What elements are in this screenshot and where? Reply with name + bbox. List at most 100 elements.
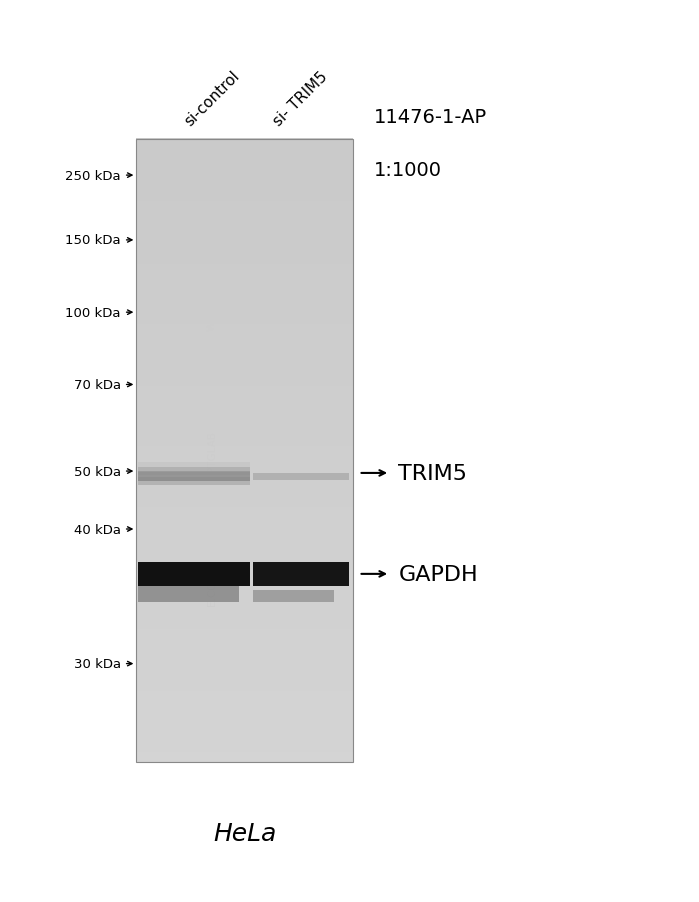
Bar bbox=[136, 345, 353, 347]
Bar bbox=[136, 712, 353, 714]
Bar bbox=[136, 566, 353, 569]
Bar bbox=[136, 394, 353, 397]
Bar bbox=[136, 680, 353, 684]
Bar bbox=[136, 415, 353, 418]
Bar bbox=[136, 641, 353, 644]
Bar bbox=[136, 193, 353, 196]
Bar bbox=[136, 643, 353, 646]
Bar bbox=[136, 373, 353, 376]
Text: 1:1000: 1:1000 bbox=[374, 161, 442, 179]
Bar bbox=[136, 357, 353, 360]
Bar bbox=[136, 363, 353, 366]
Bar bbox=[136, 217, 353, 221]
Bar bbox=[136, 603, 353, 606]
Bar bbox=[136, 456, 353, 459]
Bar bbox=[136, 750, 353, 754]
Bar bbox=[136, 664, 353, 667]
Bar bbox=[136, 576, 353, 580]
Bar bbox=[136, 500, 353, 503]
Bar bbox=[136, 704, 353, 706]
Bar bbox=[136, 591, 353, 594]
Bar bbox=[136, 332, 353, 335]
Bar bbox=[136, 303, 353, 306]
Bar bbox=[136, 570, 353, 574]
Bar bbox=[136, 299, 353, 301]
Bar bbox=[136, 504, 353, 507]
Bar bbox=[136, 455, 353, 457]
Bar bbox=[136, 187, 353, 189]
Bar bbox=[136, 436, 353, 438]
Bar bbox=[136, 161, 353, 165]
Bar bbox=[136, 739, 353, 741]
Bar bbox=[136, 195, 353, 198]
Bar bbox=[136, 697, 353, 700]
Bar bbox=[136, 672, 353, 675]
Bar bbox=[136, 554, 353, 557]
Bar bbox=[136, 465, 353, 467]
Bar bbox=[136, 259, 353, 262]
Bar bbox=[136, 201, 353, 204]
Bar bbox=[136, 745, 353, 748]
Bar bbox=[253, 591, 334, 603]
Bar bbox=[136, 228, 353, 231]
Bar bbox=[136, 429, 353, 432]
Bar bbox=[136, 172, 353, 175]
Bar bbox=[136, 274, 353, 277]
Bar bbox=[136, 724, 353, 727]
Bar bbox=[136, 490, 353, 492]
Bar bbox=[136, 442, 353, 445]
Bar bbox=[253, 563, 349, 586]
Bar bbox=[136, 143, 353, 146]
Bar bbox=[136, 372, 353, 374]
Bar bbox=[136, 546, 353, 548]
Bar bbox=[136, 531, 353, 534]
Bar bbox=[136, 475, 353, 478]
Bar bbox=[136, 316, 353, 318]
Bar bbox=[136, 292, 353, 296]
Bar bbox=[136, 520, 353, 523]
Bar bbox=[136, 311, 353, 314]
Bar bbox=[136, 336, 353, 339]
Bar bbox=[136, 327, 353, 331]
Bar bbox=[136, 460, 353, 464]
Bar bbox=[136, 685, 353, 687]
Bar bbox=[136, 383, 353, 387]
Bar bbox=[136, 726, 353, 729]
Bar bbox=[136, 629, 353, 631]
Bar bbox=[136, 431, 353, 435]
Bar bbox=[136, 622, 353, 625]
Bar bbox=[136, 421, 353, 424]
Bar bbox=[136, 155, 353, 159]
Bar bbox=[136, 182, 353, 186]
Bar bbox=[136, 238, 353, 242]
Bar bbox=[136, 409, 353, 411]
Bar bbox=[136, 522, 353, 526]
Bar bbox=[136, 594, 353, 596]
Bar bbox=[136, 286, 353, 290]
Bar bbox=[136, 249, 353, 252]
Bar bbox=[136, 400, 353, 403]
Bar bbox=[136, 353, 353, 355]
Bar bbox=[136, 141, 353, 144]
Bar bbox=[136, 257, 353, 260]
Bar bbox=[136, 498, 353, 501]
Bar bbox=[136, 720, 353, 723]
Bar bbox=[138, 472, 250, 482]
Bar bbox=[136, 428, 353, 430]
Bar bbox=[136, 606, 353, 609]
Bar bbox=[136, 160, 353, 162]
Bar bbox=[136, 656, 353, 658]
Text: si- TRIM5: si- TRIM5 bbox=[271, 69, 331, 129]
Bar bbox=[136, 477, 353, 480]
Bar bbox=[136, 276, 353, 279]
Bar bbox=[136, 701, 353, 704]
Bar bbox=[136, 496, 353, 499]
Bar bbox=[136, 265, 353, 269]
Bar bbox=[136, 216, 353, 218]
Bar bbox=[136, 179, 353, 181]
Bar bbox=[136, 235, 353, 237]
Bar bbox=[136, 348, 353, 352]
Bar bbox=[136, 562, 353, 565]
Bar bbox=[136, 321, 353, 325]
Bar bbox=[136, 560, 353, 563]
